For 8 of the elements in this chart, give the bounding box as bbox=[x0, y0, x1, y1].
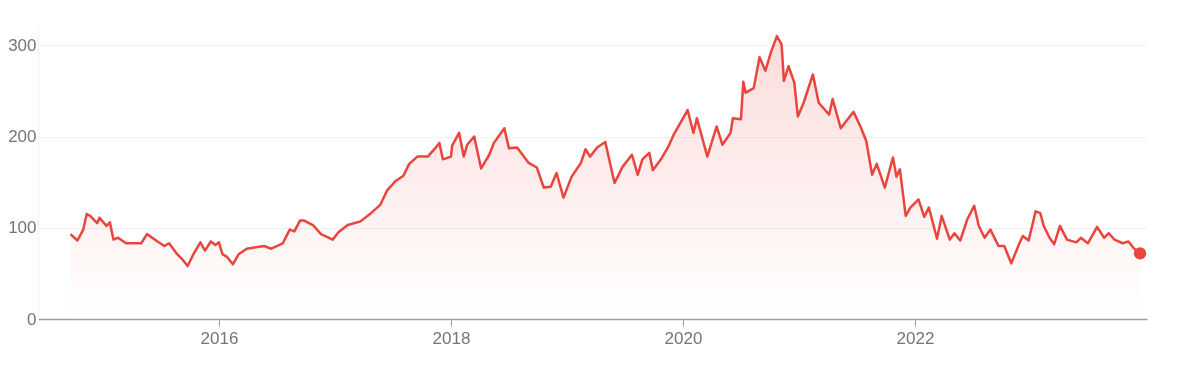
y-tick-label: 0 bbox=[27, 309, 37, 329]
y-tick-label: 200 bbox=[8, 127, 37, 146]
x-tick-label: 2020 bbox=[664, 328, 703, 348]
x-tick-label: 2016 bbox=[200, 328, 239, 348]
x-tick-label: 2018 bbox=[432, 328, 471, 348]
x-tick-label: 2022 bbox=[896, 328, 935, 348]
y-tick-label: 100 bbox=[8, 218, 37, 238]
y-tick-label: 300 bbox=[8, 35, 37, 55]
